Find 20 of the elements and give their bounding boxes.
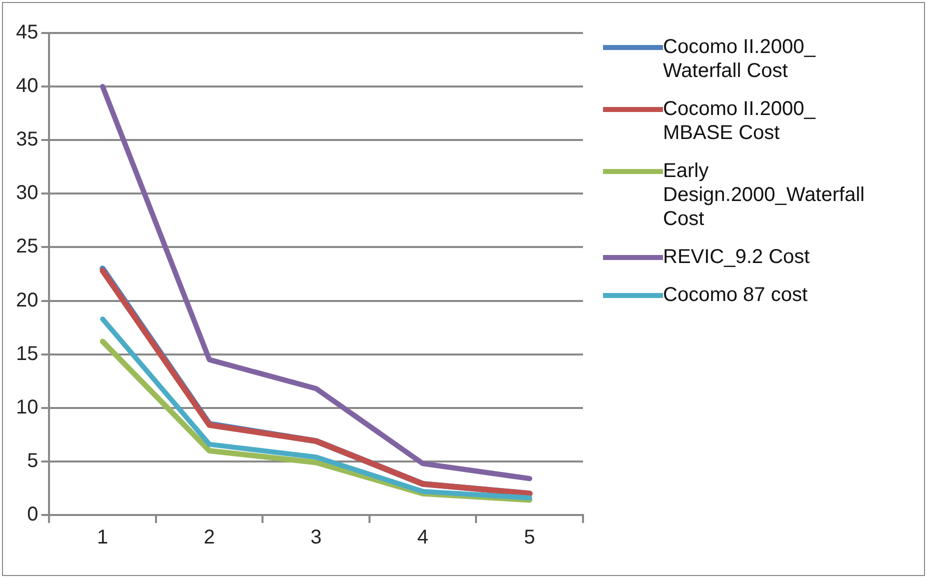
y-tick-label: 45 bbox=[16, 22, 38, 44]
legend-label: REVIC_9.2 Cost bbox=[663, 245, 811, 269]
x-tick-label: 5 bbox=[524, 526, 536, 549]
y-tick-label: 20 bbox=[16, 289, 38, 312]
y-tick-label: 0 bbox=[27, 504, 38, 526]
legend-label: Cocomo 87 cost bbox=[663, 283, 809, 307]
y-tick-label: 15 bbox=[16, 342, 38, 365]
legend-label: Early Design.2000_Waterfall Cost bbox=[663, 159, 865, 231]
legend-label: Cocomo II.2000_ MBASE Cost bbox=[663, 97, 817, 145]
y-tick-label: 5 bbox=[27, 450, 38, 472]
y-tick-label: 40 bbox=[16, 75, 38, 98]
y-tick-label: 25 bbox=[16, 236, 38, 258]
legend-label: Cocomo II.2000_ Waterfall Cost bbox=[663, 35, 817, 83]
y-tick-label: 30 bbox=[16, 182, 38, 204]
y-tick-label: 35 bbox=[16, 128, 38, 151]
y-tick-label: 10 bbox=[16, 396, 38, 418]
x-tick-label: 1 bbox=[97, 526, 108, 549]
x-tick-label: 3 bbox=[310, 526, 322, 549]
x-tick-label: 4 bbox=[417, 526, 428, 549]
x-tick-label: 2 bbox=[204, 526, 215, 549]
